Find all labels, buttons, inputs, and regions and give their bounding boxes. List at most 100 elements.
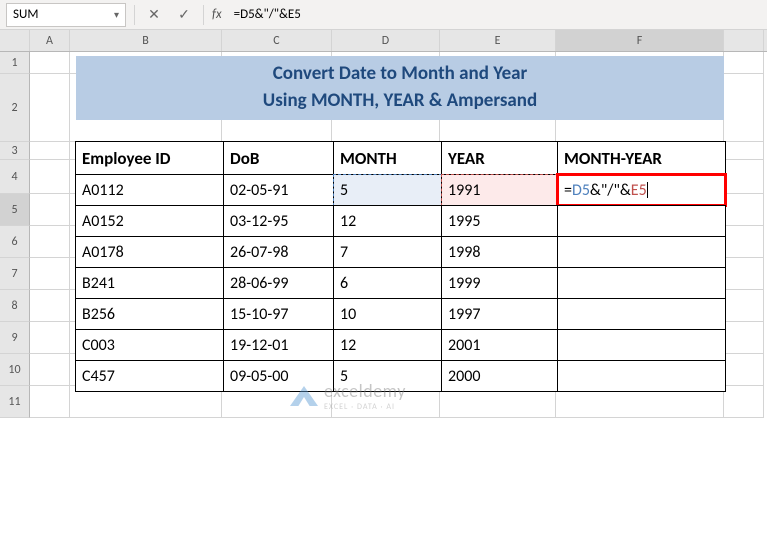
cell-month-year[interactable] (557, 360, 726, 392)
header-year[interactable]: YEAR (441, 141, 558, 175)
col-header-d[interactable]: D (332, 30, 440, 51)
table-row: A015203-12-95121995 (76, 206, 726, 237)
row-header-11[interactable]: 11 (0, 386, 30, 418)
table-row: B24128-06-9961999 (76, 268, 726, 299)
row-header-2[interactable]: 2 (0, 74, 30, 142)
row-header-4[interactable]: 4 (0, 160, 30, 194)
title-line2: Using MONTH, YEAR & Ampersand (263, 88, 537, 115)
cell[interactable] (30, 226, 70, 258)
col-header-g[interactable] (724, 30, 764, 51)
chevron-down-icon[interactable]: ▾ (114, 8, 119, 21)
cell[interactable] (30, 386, 70, 418)
row-header-6[interactable]: 6 (0, 226, 30, 258)
cell-dob[interactable]: 02-05-91 (223, 174, 334, 206)
cell-month-year[interactable] (557, 236, 726, 268)
header-dob[interactable]: DoB (223, 141, 334, 175)
col-header-e[interactable]: E (440, 30, 556, 51)
cell-month[interactable]: 5 (333, 360, 442, 392)
cell-dob[interactable]: 19-12-01 (223, 329, 334, 361)
cell-year[interactable]: 2000 (441, 360, 558, 392)
row-header-8[interactable]: 8 (0, 290, 30, 322)
fx-icon[interactable]: fx (212, 7, 222, 22)
name-box[interactable]: SUM ▾ (6, 3, 126, 27)
cell-employee-id[interactable]: A0178 (75, 236, 224, 268)
cell[interactable] (30, 354, 70, 386)
cell-employee-id[interactable]: C003 (75, 329, 224, 361)
cell-month[interactable]: 10 (333, 298, 442, 330)
cell-month-year-editing[interactable]: =D5&"/"&E5 (557, 174, 726, 206)
cancel-icon[interactable]: ✕ (143, 4, 165, 26)
cell-dob[interactable]: 26-07-98 (223, 236, 334, 268)
col-header-a[interactable]: A (30, 30, 70, 51)
cell-year[interactable]: 1998 (441, 236, 558, 268)
col-header-b[interactable]: B (70, 30, 222, 51)
spreadsheet-grid: A B C D E F 1 2 3 4 5 6 7 8 9 10 11 (0, 30, 767, 418)
table-row: B25615-10-97101997 (76, 299, 726, 330)
row-header-7[interactable]: 7 (0, 258, 30, 290)
cell-year[interactable]: 1995 (441, 205, 558, 237)
table-row: C00319-12-01122001 (76, 330, 726, 361)
title-banner: Convert Date to Month and Year Using MON… (76, 56, 724, 120)
cell[interactable] (724, 52, 764, 74)
cell[interactable] (724, 74, 764, 142)
cell-employee-id[interactable]: C457 (75, 360, 224, 392)
formula-bar-input[interactable]: =D5&"/"&E5 (230, 5, 761, 24)
cell[interactable] (724, 322, 764, 354)
cell[interactable] (30, 52, 70, 74)
divider (134, 5, 135, 25)
cell-month[interactable]: 5 (333, 174, 442, 206)
row-header-1[interactable]: 1 (0, 52, 30, 74)
cell-employee-id[interactable]: A0112 (75, 174, 224, 206)
cell[interactable] (724, 142, 764, 160)
select-all-corner[interactable] (0, 30, 30, 51)
cell[interactable] (30, 142, 70, 160)
cell[interactable] (724, 290, 764, 322)
cell[interactable] (30, 322, 70, 354)
cell[interactable] (30, 160, 70, 194)
cell[interactable] (724, 258, 764, 290)
cell[interactable] (724, 386, 764, 418)
header-month-year[interactable]: MONTH-YEAR (557, 141, 726, 175)
column-headers: A B C D E F (0, 30, 767, 52)
cell-month-year[interactable] (557, 267, 726, 299)
cell[interactable] (724, 226, 764, 258)
cell[interactable] (30, 258, 70, 290)
cell-month-year[interactable] (557, 205, 726, 237)
cell-year[interactable]: 1991 (441, 174, 558, 206)
cell-dob[interactable]: 28-06-99 (223, 267, 334, 299)
table-row: A011202-05-9151991=D5&"/"&E5 (76, 175, 726, 206)
cell-dob[interactable]: 03-12-95 (223, 205, 334, 237)
cell-employee-id[interactable]: B241 (75, 267, 224, 299)
divider (203, 5, 204, 25)
cell-year[interactable]: 1999 (441, 267, 558, 299)
cell-month[interactable]: 7 (333, 236, 442, 268)
row-header-5[interactable]: 5 (0, 194, 30, 226)
title-line1: Convert Date to Month and Year (273, 61, 528, 88)
cell-year[interactable]: 1997 (441, 298, 558, 330)
cell[interactable] (724, 194, 764, 226)
cell-month-year[interactable] (557, 329, 726, 361)
cell[interactable] (724, 354, 764, 386)
col-header-c[interactable]: C (222, 30, 332, 51)
cell[interactable] (30, 74, 70, 142)
header-month[interactable]: MONTH (333, 141, 442, 175)
header-employee-id[interactable]: Employee ID (75, 141, 224, 175)
cell-month[interactable]: 12 (333, 329, 442, 361)
row-header-3[interactable]: 3 (0, 142, 30, 160)
cell[interactable] (724, 160, 764, 194)
cell[interactable] (30, 194, 70, 226)
cell-month-year[interactable] (557, 298, 726, 330)
cell-dob[interactable]: 15-10-97 (223, 298, 334, 330)
row-header-9[interactable]: 9 (0, 322, 30, 354)
enter-icon[interactable]: ✓ (173, 4, 195, 26)
row-header-10[interactable]: 10 (0, 354, 30, 386)
cell-year[interactable]: 2001 (441, 329, 558, 361)
cell-employee-id[interactable]: A0152 (75, 205, 224, 237)
cell-month[interactable]: 6 (333, 267, 442, 299)
cell-employee-id[interactable]: B256 (75, 298, 224, 330)
cell-month[interactable]: 12 (333, 205, 442, 237)
cell-dob[interactable]: 09-05-00 (223, 360, 334, 392)
col-header-f[interactable]: F (556, 30, 724, 51)
cell[interactable] (30, 290, 70, 322)
name-box-value: SUM (13, 7, 38, 22)
